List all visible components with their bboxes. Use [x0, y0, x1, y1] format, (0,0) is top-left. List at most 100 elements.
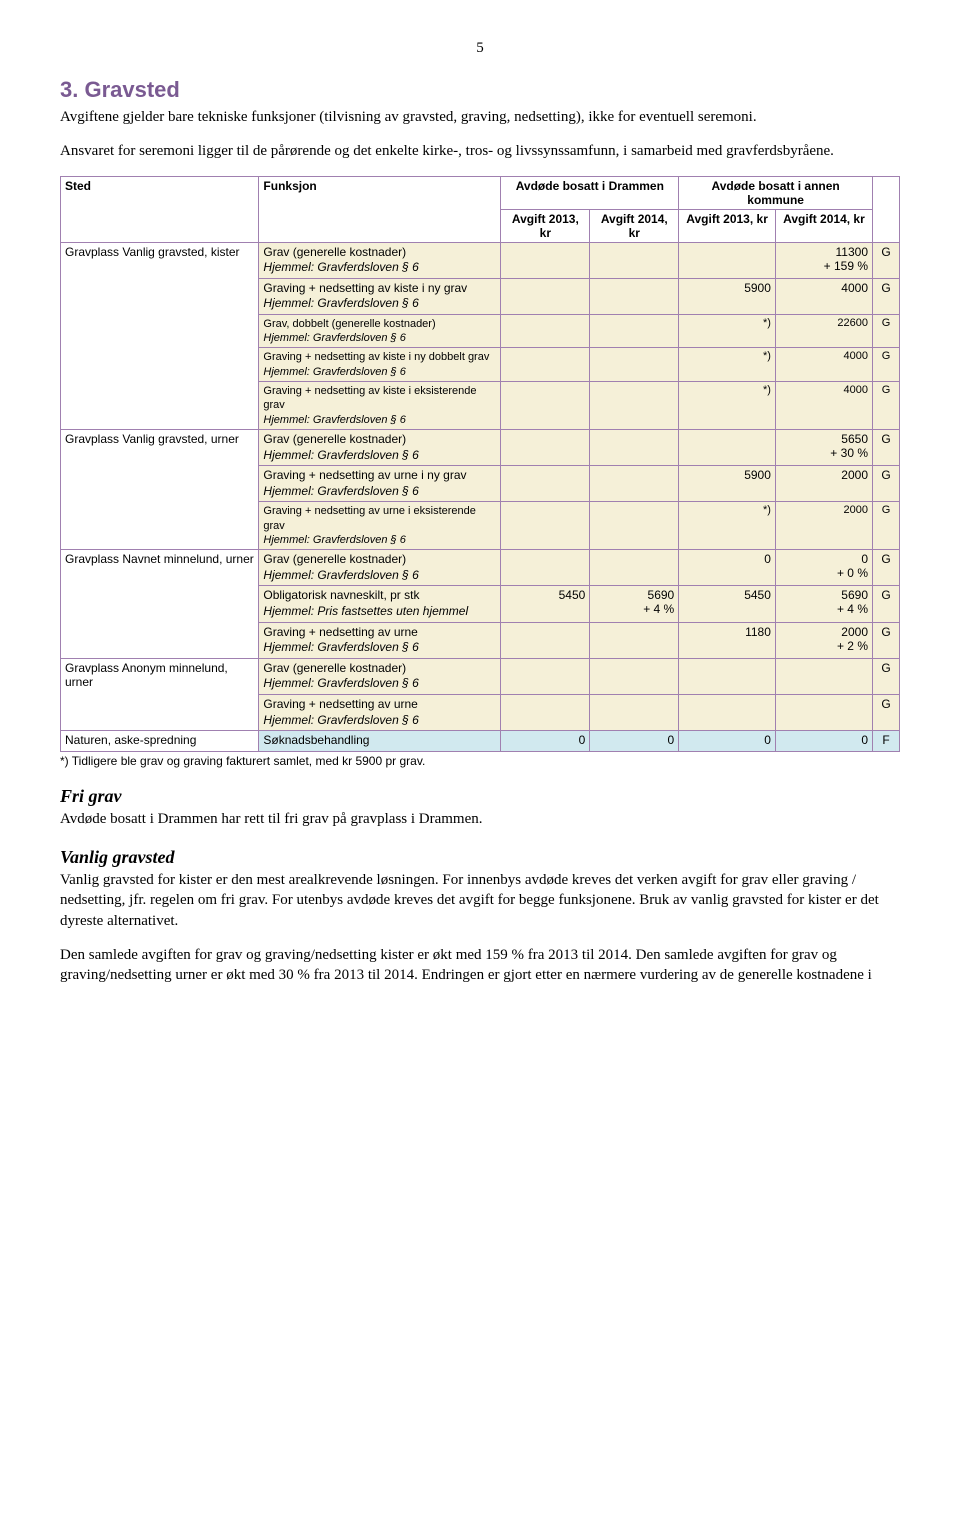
funksjon-cell: Graving + nedsetting av urne i ny gravHj…	[259, 466, 501, 502]
value-cell	[590, 314, 679, 348]
flag-cell: F	[873, 731, 900, 752]
value-cell: 5900	[679, 278, 776, 314]
value-cell: 5450	[679, 586, 776, 622]
flag-cell: G	[873, 466, 900, 502]
table-footnote: *) Tidligere ble grav og graving fakture…	[60, 754, 900, 768]
sted-cell: Gravplass Navnet minnelund, urner	[61, 550, 259, 659]
flag-cell: G	[873, 586, 900, 622]
value-cell: 5450	[501, 586, 590, 622]
value-cell: 22600	[775, 314, 872, 348]
value-cell	[775, 694, 872, 730]
value-cell	[590, 429, 679, 465]
value-cell	[590, 502, 679, 550]
value-cell	[679, 242, 776, 278]
value-cell: 2000+ 2 %	[775, 622, 872, 658]
value-cell: 0	[590, 731, 679, 752]
funksjon-cell: Grav (generelle kostnader)Hjemmel: Gravf…	[259, 429, 501, 465]
col-d2013: Avgift 2013, kr	[501, 209, 590, 242]
funksjon-cell: Graving + nedsetting av kiste i ny dobbe…	[259, 348, 501, 382]
vanlig-body: Vanlig gravsted for kister er den mest a…	[60, 870, 900, 931]
value-cell	[501, 502, 590, 550]
funksjon-cell: Graving + nedsetting av kiste i eksister…	[259, 382, 501, 430]
table-row: Gravplass Navnet minnelund, urnerGrav (g…	[61, 550, 900, 586]
value-cell: 4000	[775, 348, 872, 382]
value-cell	[590, 694, 679, 730]
value-cell	[501, 429, 590, 465]
closing-paragraph: Den samlede avgiften for grav og graving…	[60, 945, 900, 986]
funksjon-cell: Graving + nedsetting av kiste i ny gravH…	[259, 278, 501, 314]
vanlig-title: Vanlig gravsted	[60, 847, 900, 868]
flag-cell: G	[873, 502, 900, 550]
col-d2014: Avgift 2014, kr	[590, 209, 679, 242]
table-row: Gravplass Anonym minnelund, urnerGrav (g…	[61, 658, 900, 694]
value-cell: 11300+ 159 %	[775, 242, 872, 278]
table-row: Gravplass Vanlig gravsted, urnerGrav (ge…	[61, 429, 900, 465]
flag-cell: G	[873, 278, 900, 314]
sted-cell: Gravplass Vanlig gravsted, kister	[61, 242, 259, 429]
value-cell: *)	[679, 502, 776, 550]
value-cell: 0	[679, 550, 776, 586]
value-cell: 2000	[775, 502, 872, 550]
value-cell	[501, 658, 590, 694]
value-cell	[590, 550, 679, 586]
value-cell	[590, 622, 679, 658]
value-cell: 0	[775, 731, 872, 752]
funksjon-cell: Obligatorisk navneskilt, pr stkHjemmel: …	[259, 586, 501, 622]
section-title: 3. Gravsted	[60, 77, 900, 103]
table-row: Naturen, aske-spredningSøknadsbehandling…	[61, 731, 900, 752]
col-a2014: Avgift 2014, kr	[775, 209, 872, 242]
value-cell	[590, 242, 679, 278]
value-cell	[501, 242, 590, 278]
fee-table: Sted Funksjon Avdøde bosatt i Drammen Av…	[60, 176, 900, 752]
table-row: Gravplass Vanlig gravsted, kisterGrav (g…	[61, 242, 900, 278]
value-cell	[679, 658, 776, 694]
flag-cell: G	[873, 550, 900, 586]
intro-paragraph-2: Ansvaret for seremoni ligger til de pårø…	[60, 141, 900, 161]
value-cell: 0	[679, 731, 776, 752]
sted-cell: Gravplass Vanlig gravsted, urner	[61, 429, 259, 549]
value-cell: 5650+ 30 %	[775, 429, 872, 465]
funksjon-cell: Grav (generelle kostnader)Hjemmel: Gravf…	[259, 242, 501, 278]
value-cell	[679, 694, 776, 730]
funksjon-cell: Graving + nedsetting av urneHjemmel: Gra…	[259, 622, 501, 658]
flag-cell: G	[873, 694, 900, 730]
funksjon-cell: Grav, dobbelt (generelle kostnader)Hjemm…	[259, 314, 501, 348]
funksjon-cell: Søknadsbehandling	[259, 731, 501, 752]
frigrav-title: Fri grav	[60, 786, 900, 807]
value-cell	[590, 348, 679, 382]
value-cell	[501, 314, 590, 348]
page-number: 5	[60, 40, 900, 57]
value-cell: 4000	[775, 278, 872, 314]
col-sted: Sted	[61, 176, 259, 242]
value-cell	[590, 382, 679, 430]
value-cell	[501, 466, 590, 502]
funksjon-cell: Grav (generelle kostnader)Hjemmel: Gravf…	[259, 658, 501, 694]
value-cell: *)	[679, 382, 776, 430]
value-cell	[775, 658, 872, 694]
col-annen: Avdøde bosatt i annen kommune	[679, 176, 873, 209]
table-header-row-1: Sted Funksjon Avdøde bosatt i Drammen Av…	[61, 176, 900, 209]
funksjon-cell: Grav (generelle kostnader)Hjemmel: Gravf…	[259, 550, 501, 586]
value-cell	[501, 694, 590, 730]
col-drammen: Avdøde bosatt i Drammen	[501, 176, 679, 209]
value-cell	[679, 429, 776, 465]
value-cell	[501, 382, 590, 430]
value-cell	[590, 466, 679, 502]
col-a2013: Avgift 2013, kr	[679, 209, 776, 242]
flag-cell: G	[873, 348, 900, 382]
value-cell	[501, 278, 590, 314]
flag-cell: G	[873, 429, 900, 465]
value-cell: 5900	[679, 466, 776, 502]
value-cell: 0+ 0 %	[775, 550, 872, 586]
value-cell: 0	[501, 731, 590, 752]
value-cell	[501, 348, 590, 382]
funksjon-cell: Graving + nedsetting av urne i eksistere…	[259, 502, 501, 550]
value-cell: *)	[679, 314, 776, 348]
flag-cell: G	[873, 658, 900, 694]
flag-cell: G	[873, 382, 900, 430]
sted-cell: Naturen, aske-spredning	[61, 731, 259, 752]
value-cell	[501, 550, 590, 586]
col-flag	[873, 176, 900, 242]
flag-cell: G	[873, 314, 900, 348]
intro-paragraph-1: Avgiftene gjelder bare tekniske funksjon…	[60, 107, 900, 127]
